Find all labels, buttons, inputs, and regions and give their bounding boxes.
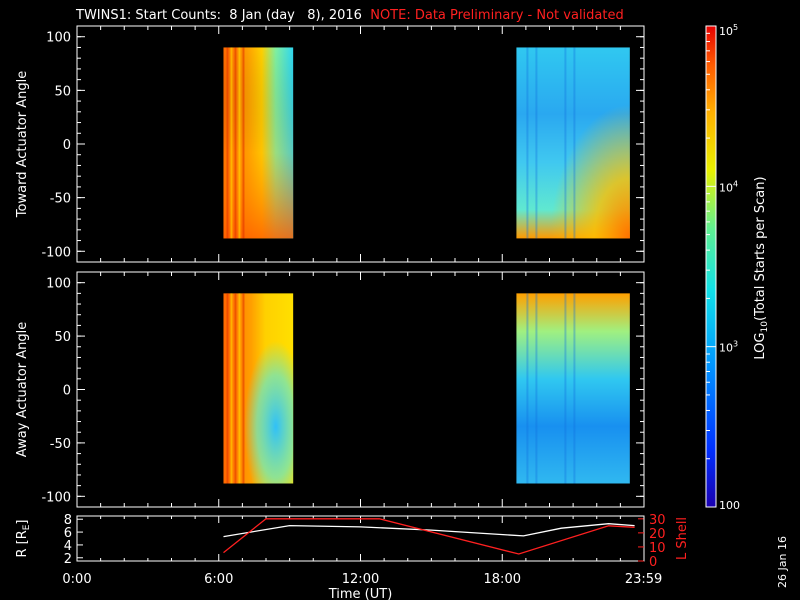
heatmap-streak (234, 293, 237, 484)
colorbar-tick-label: 103 (719, 340, 738, 355)
heatmap-streak (230, 293, 233, 484)
heatmap-streak (526, 47, 529, 239)
x-tick-label: 12:00 (342, 572, 379, 587)
heatmap-streak (226, 293, 229, 484)
heatmap-block-overlay (516, 47, 630, 239)
y-axis-label: Toward Actuator Angle (15, 71, 30, 218)
y-tick-label: -50 (50, 437, 71, 452)
left-tick-label: 4 (64, 539, 72, 554)
heatmap-streak (564, 47, 567, 239)
right-tick-label: 30 (649, 513, 666, 528)
heatmap-streak (526, 293, 529, 484)
y-tick-label: 100 (46, 277, 71, 292)
left-tick-label: 6 (64, 526, 72, 541)
heatmap-block-overlay (223, 293, 294, 484)
colorbar-tick-label: 105 (719, 23, 738, 38)
heatmap-panel-2: -100 -50 0 50 100 Away Actuator Angle (15, 271, 645, 508)
colorbar-label: LOG10(Total Starts per Scan) (753, 176, 770, 359)
heatmap-streak (573, 47, 576, 239)
y-tick-label: 0 (63, 384, 71, 399)
right-axis-label: L Shell (675, 517, 690, 560)
title-note: NOTE: Data Preliminary - Not validated (370, 8, 624, 23)
colorbar-tick-label: 104 (719, 179, 738, 194)
y-tick-label: -100 (41, 245, 71, 260)
y-axis-label: Away Actuator Angle (15, 322, 30, 457)
series-line-2 (223, 518, 635, 555)
x-tick-label: 0:00 (62, 572, 91, 587)
colorbar-gradient (705, 25, 717, 508)
title-main: TWINS1: Start Counts: 8 Jan (day 8), 201… (76, 8, 362, 23)
heatmap-streak (230, 47, 233, 239)
colorbar-tick-label: 100 (719, 499, 740, 512)
date-stamp: 26 Jan 16 (776, 536, 789, 588)
x-tick-label: 18:00 (484, 572, 521, 587)
x-axis-label: Time (UT) (328, 587, 393, 600)
right-tick-label: 20 (649, 527, 666, 542)
x-tick-label: 23:59 (625, 572, 662, 587)
colorbar: 105 104 103 100 LOG10(Total Starts per Scan… (705, 23, 770, 512)
left-tick-label: 2 (64, 552, 72, 567)
heatmap-streak (238, 47, 241, 239)
heatmap-streak (234, 47, 237, 239)
chart-title: TWINS1: Start Counts: 8 Jan (day 8), 201… (76, 8, 624, 23)
heatmap-streak (238, 293, 241, 484)
series-line-1 (223, 523, 635, 538)
heatmap-streak (242, 47, 245, 239)
heatmap-streak (242, 293, 245, 484)
y-tick-label: 0 (63, 138, 71, 153)
x-tick-label: 6:00 (204, 572, 233, 587)
y-tick-label: 50 (54, 84, 71, 99)
y-tick-label: -100 (41, 490, 71, 505)
heatmap-streak (573, 293, 576, 484)
left-tick-label: 8 (64, 513, 72, 528)
heatmap-block (516, 293, 630, 484)
heatmap-streak (226, 47, 229, 239)
heatmap-streak (535, 47, 538, 239)
y-tick-label: 100 (46, 31, 71, 46)
heatmap-streak (564, 293, 567, 484)
heatmap-block-overlay (223, 47, 294, 239)
right-tick-label: 0 (649, 555, 657, 570)
left-axis-label: R [RE] (15, 519, 32, 557)
right-tick-label: 10 (649, 541, 666, 556)
y-tick-label: -50 (50, 192, 71, 207)
heatmap-panel-1: -100 -50 0 50 100 Toward Actuator Angle (15, 25, 645, 263)
y-tick-label: 50 (54, 330, 71, 345)
heatmap-streak (535, 293, 538, 484)
